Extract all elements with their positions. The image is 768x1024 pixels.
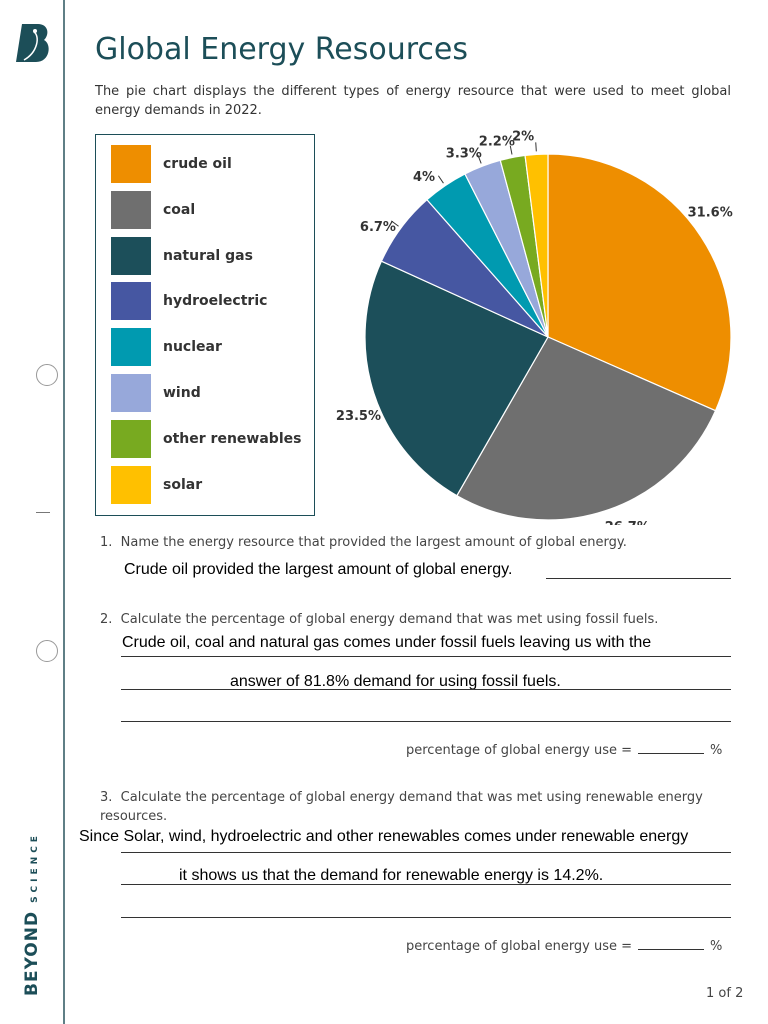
- answer-rule: [121, 689, 731, 690]
- question-2: 2. Calculate the percentage of global en…: [100, 612, 658, 627]
- margin-line: [63, 0, 65, 1024]
- answer-rule: [546, 578, 731, 579]
- data-label: 2%: [512, 130, 534, 145]
- legend-item: other renewables: [111, 419, 302, 458]
- legend-swatch: [111, 236, 151, 275]
- fold-mark: [36, 512, 50, 513]
- leader-line: [509, 145, 513, 155]
- legend-item: natural gas: [111, 236, 253, 275]
- pie-slice-coal: [456, 336, 717, 521]
- legend-item: hydroelectric: [111, 282, 268, 321]
- data-label: 3.3%: [446, 146, 482, 161]
- question-text: Calculate the percentage of global energ…: [100, 790, 703, 824]
- leader-line: [391, 220, 399, 227]
- result-field-2: percentage of global energy use =%: [406, 741, 722, 758]
- legend-item: coal: [111, 190, 196, 229]
- result-blank[interactable]: [638, 741, 705, 754]
- legend-label: other renewables: [163, 430, 302, 447]
- legend-label: solar: [163, 476, 203, 493]
- pie-slice-crude-oil: [547, 153, 732, 412]
- data-label: 4%: [413, 170, 435, 185]
- pie-slice-solar: [524, 153, 549, 338]
- data-label: 2.2%: [479, 135, 515, 150]
- result-label: percentage of global energy use =: [406, 743, 633, 758]
- answer-3-line-1[interactable]: Since Solar, wind, hydroelectric and oth…: [79, 828, 689, 845]
- answer-2-line-2[interactable]: answer of 81.8% demand for using fossil …: [230, 673, 561, 690]
- legend-item: solar: [111, 465, 203, 504]
- answer-3-line-2[interactable]: it shows us that the demand for renewabl…: [179, 867, 604, 884]
- answer-rule: [121, 721, 731, 722]
- data-label: 6.7%: [360, 220, 396, 235]
- legend-label: hydroelectric: [163, 293, 268, 310]
- question-1: 1. Name the energy resource that provide…: [100, 535, 627, 550]
- punch-hole: [36, 364, 58, 386]
- data-label: 26.7%: [605, 520, 650, 525]
- legend-label: nuclear: [163, 339, 222, 356]
- legend-label: coal: [163, 201, 196, 218]
- legend-swatch: [111, 419, 151, 458]
- brand-word-beyond: BEYOND: [22, 910, 42, 996]
- leader-line: [477, 154, 482, 164]
- pie-slice-natural-gas: [364, 260, 549, 497]
- legend-swatch: [111, 145, 151, 183]
- page-title: Global Energy Resources: [95, 32, 469, 67]
- result-unit: %: [710, 743, 723, 758]
- result-label: percentage of global energy use =: [406, 939, 633, 954]
- intro-text: The pie chart displays the different typ…: [95, 84, 731, 118]
- beyond-science-logo: [16, 24, 49, 62]
- answer-rule: [121, 656, 731, 657]
- legend-swatch: [111, 190, 151, 229]
- data-label: 23.5%: [336, 409, 381, 424]
- chart-legend: crude oil coal natural gas hydroelectric nuc…: [95, 134, 315, 516]
- question-3: 3. Calculate the percentage of global en…: [100, 788, 732, 826]
- legend-swatch: [111, 282, 151, 321]
- page-number: 1 of 2: [706, 986, 744, 1001]
- question-number: 2.: [100, 612, 113, 627]
- answer-rule: [121, 917, 731, 918]
- brand-wordmark: BEYOND SCIENCE: [22, 832, 42, 996]
- legend-item: nuclear: [111, 328, 222, 367]
- leader-line: [437, 175, 444, 184]
- punch-hole: [36, 640, 58, 662]
- question-number: 3.: [100, 790, 113, 805]
- answer-rule: [121, 884, 731, 885]
- legend-label: wind: [163, 385, 201, 401]
- data-label: 31.6%: [688, 206, 733, 221]
- brand-word-science: SCIENCE: [30, 832, 40, 903]
- question-text: Name the energy resource that provided t…: [120, 535, 627, 550]
- legend-label: natural gas: [163, 247, 253, 264]
- legend-item: crude oil: [111, 145, 232, 183]
- pie-chart: 31.6% 26.7% 23.5% 6.7% 4% 3.3%2.2%2%: [336, 130, 733, 525]
- question-text: Calculate the percentage of global energ…: [120, 612, 659, 627]
- answer-1-line-1[interactable]: Crude oil provided the largest amount of…: [124, 561, 513, 578]
- result-field-3: percentage of global energy use =%: [406, 937, 722, 954]
- answer-2-line-1[interactable]: Crude oil, coal and natural gas comes un…: [122, 634, 652, 651]
- question-number: 1.: [100, 535, 113, 550]
- legend-swatch: [111, 328, 151, 367]
- legend-swatch: [111, 374, 151, 412]
- answer-rule: [121, 852, 731, 853]
- legend-swatch: [111, 465, 151, 504]
- leader-line: [535, 142, 537, 152]
- result-blank[interactable]: [638, 937, 705, 950]
- legend-item: wind: [111, 374, 201, 412]
- result-unit: %: [710, 939, 723, 954]
- legend-label: crude oil: [163, 156, 232, 172]
